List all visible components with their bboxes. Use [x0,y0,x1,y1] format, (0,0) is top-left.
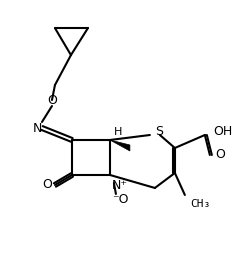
Text: N⁺: N⁺ [112,179,128,192]
Text: N: N [33,122,42,134]
Polygon shape [110,140,130,151]
Text: O: O [215,149,225,161]
Text: CH₃: CH₃ [190,199,210,209]
Text: O: O [47,94,57,107]
Text: OH: OH [213,124,232,138]
Text: S: S [155,125,163,139]
Text: ⁻O: ⁻O [112,194,128,206]
Text: O: O [42,179,52,191]
Text: H: H [114,127,122,137]
